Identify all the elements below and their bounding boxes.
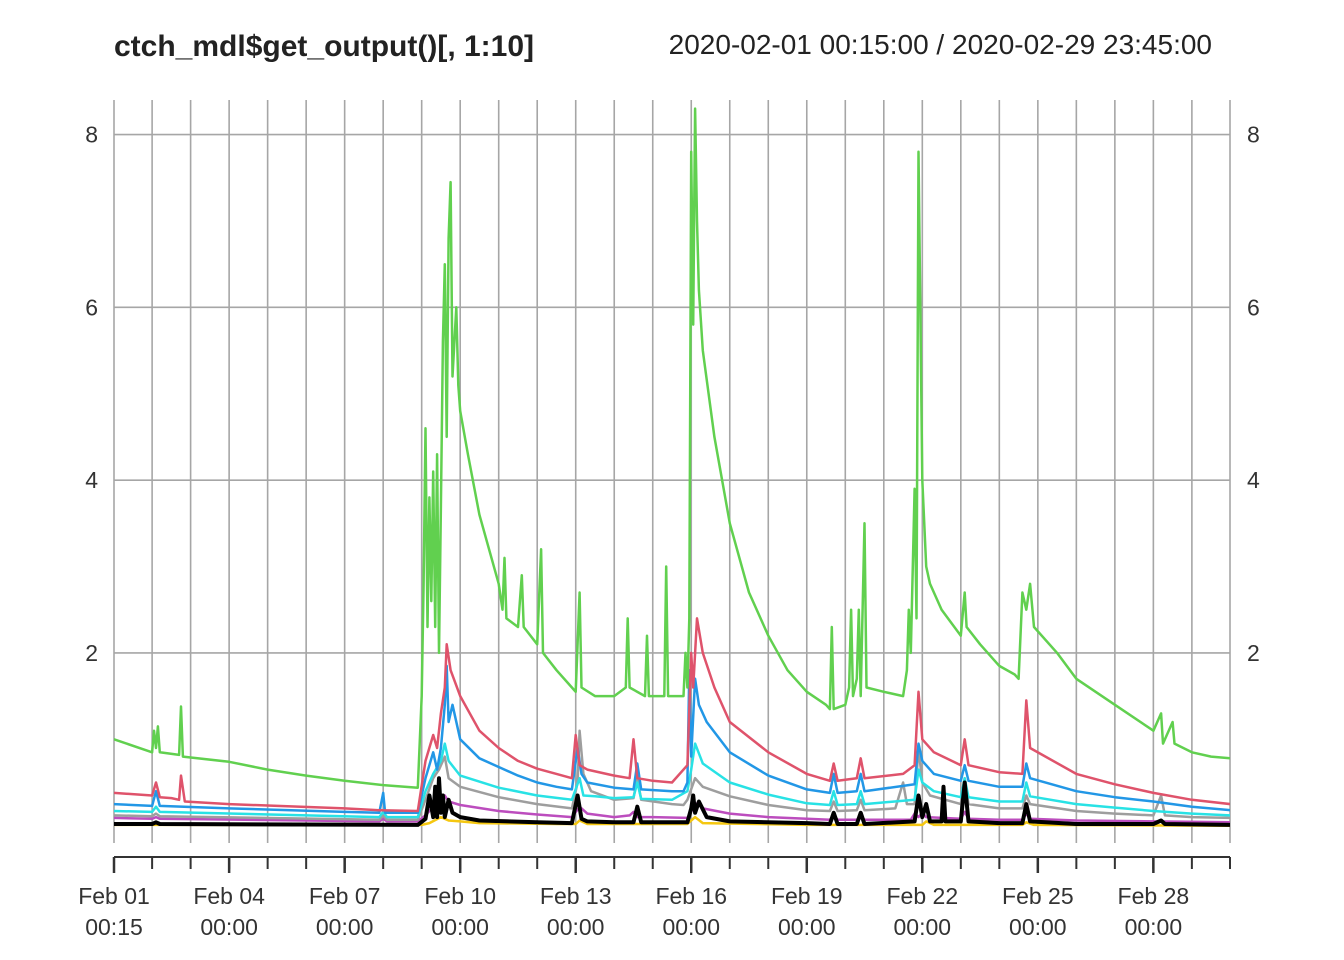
x-tick-label-date: Feb 22 <box>887 883 959 909</box>
chart-subtitle: 2020-02-01 00:15:00 / 2020-02-29 23:45:0… <box>669 29 1212 60</box>
chart-title: ctch_mdl$get_output()[, 1:10] <box>114 30 534 63</box>
y-tick-label-left: 8 <box>85 122 98 148</box>
x-tick-label-time: 00:00 <box>316 914 374 940</box>
x-tick-label-date: Feb 25 <box>1002 883 1074 909</box>
y-tick-label-right: 8 <box>1247 122 1260 148</box>
x-tick-label-time: 00:00 <box>1125 914 1183 940</box>
y-tick-label-left: 4 <box>85 467 98 493</box>
series-lines <box>114 107 1230 827</box>
y-tick-label-right: 2 <box>1247 640 1260 666</box>
x-tick-label-date: Feb 07 <box>309 883 381 909</box>
y-tick-label-right: 4 <box>1247 467 1260 493</box>
series-line-6 <box>114 617 1230 813</box>
x-tick-label-time: 00:15 <box>85 914 143 940</box>
x-tick-label-time: 00:00 <box>778 914 836 940</box>
x-tick-label-time: 00:00 <box>547 914 605 940</box>
x-tick-label-time: 00:00 <box>894 914 952 940</box>
x-tick-label-date: Feb 01 <box>78 883 150 909</box>
x-tick-label-time: 00:00 <box>1009 914 1067 940</box>
series-line-4 <box>114 742 1230 819</box>
x-tick-label-date: Feb 16 <box>655 883 727 909</box>
x-tick-label-date: Feb 10 <box>424 883 496 909</box>
y-tick-label-right: 6 <box>1247 294 1260 320</box>
x-tick-label-date: Feb 13 <box>540 883 612 909</box>
x-tick-label-date: Feb 19 <box>771 883 843 909</box>
series-line-5 <box>114 664 1230 815</box>
x-tick-label-date: Feb 04 <box>193 883 265 909</box>
y-tick-label-left: 2 <box>85 640 98 666</box>
x-tick-label-date: Feb 28 <box>1118 883 1190 909</box>
x-tick-label-time: 00:00 <box>200 914 258 940</box>
x-tick-label-time: 00:00 <box>662 914 720 940</box>
series-line-7 <box>114 107 1230 789</box>
axes: 2 2 4 4 6 6 8 8 Feb 01 00:15 Feb 04 00:00 Feb 07 00:0… <box>78 122 1260 940</box>
series-line-3 <box>114 729 1230 821</box>
series-line-8 <box>114 776 1230 827</box>
x-tick-label-time: 00:00 <box>431 914 489 940</box>
y-tick-label-left: 6 <box>85 294 98 320</box>
